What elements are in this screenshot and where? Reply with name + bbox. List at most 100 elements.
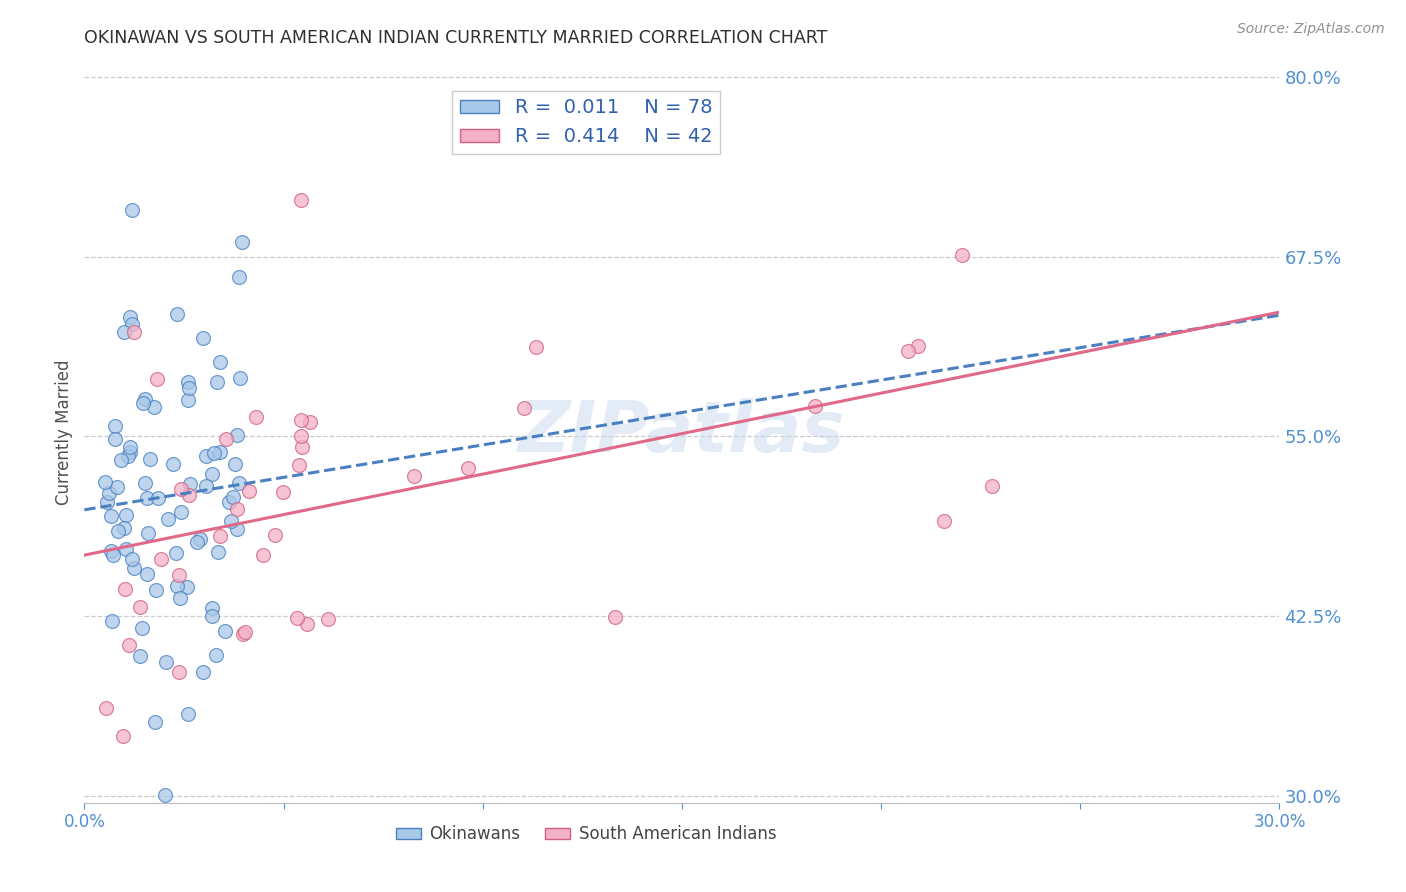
Point	[194, 479, 217, 493]
Point	[177, 381, 200, 395]
Legend: Okinawans, South American Indians: Okinawans, South American Indians	[389, 819, 783, 850]
Point	[96, 495, 118, 509]
Point	[218, 495, 240, 509]
Point	[167, 568, 190, 582]
Point	[136, 526, 159, 541]
Point	[201, 608, 224, 623]
Point	[121, 552, 143, 566]
Point	[932, 514, 955, 528]
Point	[167, 665, 190, 680]
Point	[166, 307, 188, 321]
Point	[298, 415, 321, 429]
Point	[110, 452, 132, 467]
Point	[209, 529, 232, 543]
Point	[285, 610, 308, 624]
Point	[207, 544, 229, 558]
Point	[100, 544, 122, 558]
Text: OKINAWAN VS SOUTH AMERICAN INDIAN CURRENTLY MARRIED CORRELATION CHART: OKINAWAN VS SOUTH AMERICAN INDIAN CURREN…	[84, 29, 828, 47]
Point	[104, 419, 127, 434]
Point	[103, 548, 125, 562]
Point	[131, 621, 153, 635]
Point	[121, 317, 143, 331]
Point	[128, 599, 150, 614]
Point	[245, 409, 267, 424]
Y-axis label: Currently Married: Currently Married	[55, 359, 73, 506]
Point	[228, 269, 250, 284]
Point	[205, 648, 228, 662]
Point	[101, 614, 124, 628]
Point	[232, 626, 254, 640]
Point	[228, 371, 250, 385]
Point	[287, 458, 309, 473]
Point	[215, 432, 238, 446]
Point	[202, 445, 225, 459]
Point	[105, 480, 128, 494]
Point	[146, 372, 169, 386]
Point	[98, 486, 121, 500]
Point	[104, 432, 127, 446]
Point	[219, 514, 242, 528]
Point	[118, 445, 141, 459]
Point	[165, 546, 187, 560]
Point	[118, 310, 141, 324]
Point	[156, 512, 179, 526]
Point	[205, 376, 228, 390]
Point	[457, 460, 479, 475]
Point	[111, 729, 134, 743]
Point	[273, 484, 295, 499]
Point	[129, 649, 152, 664]
Point	[169, 591, 191, 606]
Point	[252, 548, 274, 562]
Point	[225, 427, 247, 442]
Point	[153, 788, 176, 802]
Point	[228, 475, 250, 490]
Point	[264, 527, 287, 541]
Point	[115, 508, 138, 522]
Point	[166, 579, 188, 593]
Point	[115, 541, 138, 556]
Point	[179, 476, 201, 491]
Point	[316, 612, 339, 626]
Point	[404, 469, 426, 483]
Point	[117, 449, 139, 463]
Point	[132, 396, 155, 410]
Point	[290, 440, 312, 454]
Point	[201, 467, 224, 481]
Point	[201, 600, 224, 615]
Point	[135, 567, 157, 582]
Point	[214, 624, 236, 639]
Point	[208, 355, 231, 369]
Point	[177, 375, 200, 389]
Point	[170, 482, 193, 496]
Point	[295, 617, 318, 632]
Point	[148, 491, 170, 505]
Text: ZIPatlas: ZIPatlas	[519, 398, 845, 467]
Point	[233, 625, 256, 640]
Point	[513, 401, 536, 415]
Point	[134, 476, 156, 491]
Point	[114, 582, 136, 596]
Point	[176, 580, 198, 594]
Text: Source: ZipAtlas.com: Source: ZipAtlas.com	[1237, 22, 1385, 37]
Point	[134, 392, 156, 407]
Point	[290, 412, 312, 426]
Point	[112, 521, 135, 535]
Point	[981, 479, 1004, 493]
Point	[195, 449, 218, 463]
Point	[96, 701, 118, 715]
Point	[191, 665, 214, 679]
Point	[238, 484, 260, 499]
Point	[222, 490, 245, 504]
Point	[100, 508, 122, 523]
Point	[94, 475, 117, 490]
Point	[177, 488, 200, 502]
Point	[524, 340, 547, 354]
Point	[169, 505, 191, 519]
Point	[231, 235, 253, 249]
Point	[143, 401, 166, 415]
Point	[950, 247, 973, 261]
Point	[149, 552, 172, 566]
Point	[138, 452, 160, 467]
Point	[155, 655, 177, 669]
Point	[186, 535, 208, 549]
